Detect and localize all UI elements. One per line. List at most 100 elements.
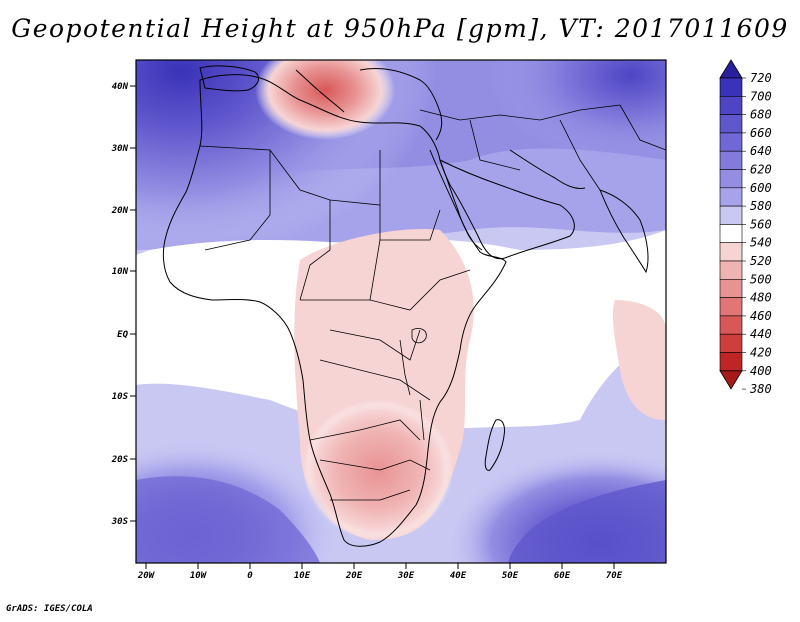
colorbar-label: 560 — [750, 217, 772, 231]
madagascar-coastline — [484, 419, 505, 471]
lon-tick-50e: 50E — [502, 563, 519, 581]
iberia-coastline — [199, 65, 259, 92]
lake-nyasa — [419, 399, 425, 441]
border-line — [329, 329, 421, 361]
lat-tick-10n: 10N — [112, 267, 136, 277]
colorbar-label: 680 — [750, 108, 772, 122]
border-line — [369, 239, 471, 311]
lat-label-10n: 10N — [112, 267, 129, 277]
map-title: Geopotential Height at 950hPa [gpm], VT:… — [11, 14, 789, 43]
colorbar-swatch — [719, 169, 743, 189]
lat-label-30n: 30N — [111, 144, 129, 154]
red-sea-coastline — [429, 149, 483, 251]
colorbar-swatch — [719, 315, 743, 335]
lat-label-20s: 20S — [111, 455, 129, 465]
colorbar-swatch — [719, 333, 743, 353]
colorbar-label: 620 — [750, 163, 772, 177]
high-northeast — [430, 60, 666, 210]
colorbar-swatch — [719, 260, 743, 280]
lat-label-10s: 10S — [112, 392, 129, 402]
colorbar-label: 500 — [750, 272, 772, 286]
lon-tick-10w: 10W — [190, 563, 208, 581]
lon-label-30e: 30E — [397, 571, 415, 581]
border-line — [204, 150, 271, 251]
border-line — [199, 145, 381, 206]
lon-tick-0: 0 — [247, 563, 253, 581]
lat-tick-eq: EQ — [117, 330, 136, 340]
credit-label: GrADS: IGES/COLA — [6, 604, 93, 614]
colorbar-label: 700 — [750, 89, 772, 103]
africa-coastline — [162, 74, 507, 547]
lon-tick-20e: 20E — [345, 563, 363, 581]
colorbar-label: 720 — [750, 71, 772, 85]
lon-label-0: 0 — [247, 571, 253, 581]
colorbar: 720 700 680 660 640 620 600 580 560 540 520 500 480 4… — [719, 59, 772, 396]
colorbar-label: 520 — [750, 254, 772, 268]
lon-label-10w: 10W — [190, 571, 208, 581]
lat-label-40n: 40N — [112, 82, 129, 92]
colorbar-swatch — [719, 224, 743, 243]
border-line — [330, 489, 411, 501]
colorbar-label: 600 — [750, 181, 772, 195]
colorbar-label: 460 — [750, 309, 772, 323]
lat-tick-10s: 10S — [112, 392, 136, 402]
persian-gulf-coastline — [509, 149, 586, 189]
colorbar-top-arrow — [719, 59, 743, 79]
colorbar-swatch — [719, 114, 743, 134]
field-indian-ocean-low — [612, 300, 666, 420]
country-borders — [199, 104, 666, 501]
latitude-axis: 40N 30N 20N 10N EQ 10S 20S 30S — [111, 82, 136, 527]
lon-label-40e: 40E — [450, 571, 467, 581]
border-line — [559, 119, 601, 191]
border-line — [419, 104, 621, 121]
colorbar-label: 400 — [750, 364, 772, 378]
colorbar-swatch — [719, 242, 743, 262]
high-south-atlantic-core — [136, 476, 320, 563]
arabian-peninsula-coastline — [439, 159, 575, 260]
colorbar-swatch — [719, 96, 743, 115]
colorbar-label: 660 — [750, 126, 772, 140]
lat-tick-40n: 40N — [112, 82, 136, 92]
border-line — [299, 200, 331, 301]
lat-tick-20n: 20N — [111, 206, 136, 216]
colorbar-swatch — [719, 297, 743, 317]
colorbar-label: 480 — [750, 291, 772, 305]
map-frame — [135, 59, 667, 564]
colorbar-swatch — [719, 278, 743, 298]
colorbar-label: 440 — [750, 327, 772, 341]
lon-tick-60e: 60E — [554, 563, 571, 581]
lon-tick-10e: 10E — [294, 563, 311, 581]
border-line — [319, 459, 431, 471]
border-line — [399, 339, 411, 396]
mediterranean-east-coastline — [359, 67, 443, 141]
india-coastline — [599, 189, 649, 274]
lat-label-eq: EQ — [117, 330, 128, 340]
colorbar-swatch — [719, 187, 743, 207]
lon-label-50e: 50E — [502, 571, 519, 581]
colorbar-label: 640 — [750, 144, 772, 158]
geopotential-field — [136, 60, 666, 563]
lon-tick-70e: 70E — [606, 563, 623, 581]
colorbar-label: 380 — [749, 382, 772, 396]
lon-tick-30e: 30E — [397, 563, 415, 581]
border-line — [319, 359, 431, 401]
lon-label-60e: 60E — [554, 571, 571, 581]
lon-label-20w: 20W — [137, 571, 156, 581]
italy-coastline — [295, 69, 345, 113]
lon-label-70e: 70E — [606, 571, 623, 581]
lat-tick-30s: 30S — [111, 517, 136, 527]
border-line — [379, 205, 441, 241]
colorbar-swatch — [719, 352, 743, 372]
lon-tick-20w: 20W — [137, 563, 156, 581]
lat-label-30s: 30S — [111, 517, 129, 527]
colorbar-swatch — [719, 132, 743, 152]
coastlines — [162, 65, 649, 547]
border-line — [309, 419, 421, 441]
colorbar-swatch — [719, 77, 743, 97]
border-line — [469, 119, 521, 171]
longitude-axis: 20W 10W 0 10E 20E 30E 40E 50E 60E 70E — [137, 563, 623, 581]
low-mediterranean — [255, 60, 395, 140]
colorbar-bottom-arrow — [719, 370, 743, 390]
colorbar-swatch — [719, 205, 743, 225]
